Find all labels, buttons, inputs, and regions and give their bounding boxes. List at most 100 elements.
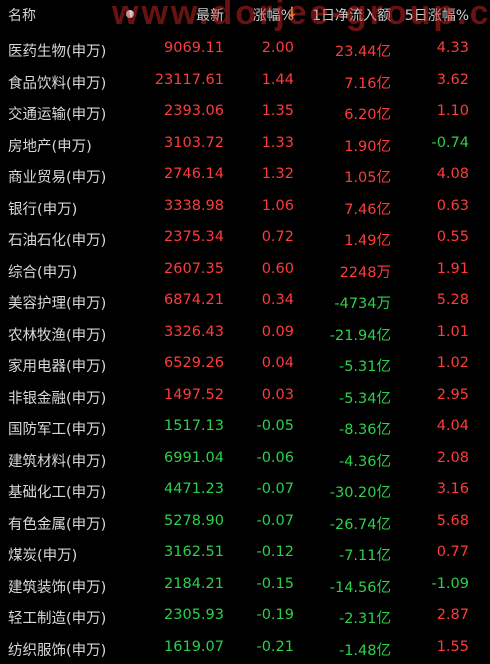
sector-name: 交通运输(申万) (8, 107, 107, 123)
change-percent: 2.00 (261, 40, 294, 56)
latest-price: 1619.07 (164, 638, 224, 655)
net-inflow-1d: 7.16亿 (344, 75, 391, 92)
sector-name: 建筑装饰(申万) (8, 579, 107, 596)
sector-row[interactable]: 轻工制造(申万) 2305.93 -0.19 -2.31亿 2.87 (0, 601, 490, 633)
change-percent: 0.09 (261, 323, 294, 340)
header-change-percent[interactable]: 涨幅% (252, 8, 294, 24)
sector-row[interactable]: 有色金属(申万) 5278.90 -0.07 -26.74亿 5.68 (0, 507, 490, 539)
latest-price: 3338.98 (164, 197, 224, 214)
sector-row[interactable]: 医药生物(申万) 9069.11 2.00 23.44亿 4.33 (0, 34, 490, 66)
sector-row[interactable]: 非银金融(申万) 1497.52 0.03 -5.34亿 2.95 (0, 381, 490, 413)
sector-row[interactable]: 基础化工(申万) 4471.23 -0.07 -30.20亿 3.16 (0, 475, 490, 507)
sector-name: 轻工制造(申万) (8, 611, 107, 627)
header-dot-icon (126, 10, 134, 18)
sector-name: 非银金融(申万) (8, 390, 107, 407)
latest-price: 23117.61 (154, 71, 224, 88)
net-inflow-1d: 1.90亿 (344, 138, 391, 155)
latest-price: 3103.72 (164, 134, 224, 151)
sector-row[interactable]: 食品饮料(申万) 23117.61 1.44 7.16亿 3.62 (0, 66, 490, 98)
net-inflow-1d: 1.49亿 (344, 233, 391, 249)
change-percent: -0.15 (256, 575, 294, 592)
change-5d: 2.87 (436, 607, 469, 623)
sector-row[interactable]: 煤炭(申万) 3162.51 -0.12 -7.11亿 0.77 (0, 538, 490, 570)
net-inflow-1d: -26.74亿 (329, 516, 391, 533)
header-change-5d[interactable]: 5日涨幅% (404, 8, 469, 24)
sector-name: 农林牧渔(申万) (8, 327, 107, 344)
change-percent: 1.33 (261, 134, 294, 151)
change-5d: 4.33 (436, 40, 469, 56)
header-name[interactable]: 名称 (8, 8, 36, 24)
sector-row[interactable]: 商业贸易(申万) 2746.14 1.32 1.05亿 4.08 (0, 160, 490, 192)
column-header: 名称 最新 涨幅% ↓ 1日净流入额 5日涨幅% (0, 0, 490, 30)
sector-row[interactable]: 房地产(申万) 3103.72 1.33 1.90亿 -0.74 (0, 129, 490, 161)
sector-name: 纺织服饰(申万) (8, 642, 107, 659)
sector-row[interactable]: 国防军工(申万) 1517.13 -0.05 -8.36亿 4.04 (0, 412, 490, 444)
change-percent: 1.35 (261, 103, 294, 119)
sector-name: 家用电器(申万) (8, 359, 107, 375)
change-5d: 5.28 (436, 292, 469, 308)
latest-price: 3326.43 (164, 323, 224, 340)
net-inflow-1d: -5.34亿 (338, 390, 391, 407)
change-5d: 1.10 (436, 103, 469, 119)
change-percent: 0.72 (261, 229, 294, 245)
net-inflow-1d: 6.20亿 (344, 107, 391, 123)
change-5d: 5.68 (436, 512, 469, 529)
sector-row[interactable]: 建筑装饰(申万) 2184.21 -0.15 -14.56亿 -1.09 (0, 570, 490, 602)
net-inflow-1d: 23.44亿 (334, 44, 391, 60)
change-percent: -0.06 (256, 449, 294, 466)
latest-price: 1517.13 (164, 418, 224, 434)
latest-price: 2607.35 (164, 260, 224, 277)
sort-descending-arrow-icon[interactable]: ↓ (286, 5, 298, 21)
net-inflow-1d: 2248万 (339, 264, 391, 281)
net-inflow-1d: -4.36亿 (338, 453, 391, 470)
sector-name: 医药生物(申万) (8, 44, 107, 60)
sector-row[interactable]: 石油石化(申万) 2375.34 0.72 1.49亿 0.55 (0, 223, 490, 255)
sector-row[interactable]: 交通运输(申万) 2393.06 1.35 6.20亿 1.10 (0, 97, 490, 129)
sector-name: 食品饮料(申万) (8, 75, 107, 92)
latest-price: 4471.23 (164, 481, 224, 497)
sector-row[interactable]: 家用电器(申万) 6529.26 0.04 -5.31亿 1.02 (0, 349, 490, 381)
sector-list: 医药生物(申万) 9069.11 2.00 23.44亿 4.33 食品饮料(申万) 231… (0, 34, 490, 664)
change-percent: 0.04 (261, 355, 294, 371)
sector-row[interactable]: 美容护理(申万) 6874.21 0.34 -4734万 5.28 (0, 286, 490, 318)
sector-row[interactable]: 农林牧渔(申万) 3326.43 0.09 -21.94亿 1.01 (0, 318, 490, 350)
net-inflow-1d: -8.36亿 (338, 422, 391, 438)
change-percent: -0.07 (256, 481, 294, 497)
change-5d: 3.62 (436, 71, 469, 88)
net-inflow-1d: -5.31亿 (338, 359, 391, 375)
sector-name: 建筑材料(申万) (8, 453, 107, 470)
net-inflow-1d: -1.48亿 (338, 642, 391, 659)
latest-price: 2184.21 (164, 575, 224, 592)
sector-name: 基础化工(申万) (8, 485, 107, 501)
change-5d: 0.63 (436, 197, 469, 214)
change-5d: -0.74 (431, 134, 469, 151)
header-net-inflow-1d[interactable]: 1日净流入额 (312, 8, 391, 24)
change-percent: 0.03 (261, 386, 294, 403)
net-inflow-1d: -21.94亿 (329, 327, 391, 344)
net-inflow-1d: -14.56亿 (329, 579, 391, 596)
net-inflow-1d: 7.46亿 (344, 201, 391, 218)
sector-row[interactable]: 纺织服饰(申万) 1619.07 -0.21 -1.48亿 1.55 (0, 633, 490, 664)
header-latest-price[interactable]: 最新 (196, 8, 224, 24)
latest-price: 2375.34 (164, 229, 224, 245)
change-5d: 1.01 (436, 323, 469, 340)
latest-price: 3162.51 (164, 544, 224, 560)
latest-price: 2746.14 (164, 166, 224, 182)
change-percent: -0.05 (256, 418, 294, 434)
sector-row[interactable]: 建筑材料(申万) 6991.04 -0.06 -4.36亿 2.08 (0, 444, 490, 476)
sector-name: 房地产(申万) (8, 138, 92, 155)
change-5d: 1.02 (436, 355, 469, 371)
latest-price: 1497.52 (164, 386, 224, 403)
net-inflow-1d: 1.05亿 (344, 170, 391, 186)
change-5d: 2.95 (436, 386, 469, 403)
latest-price: 9069.11 (164, 40, 224, 56)
sector-row[interactable]: 综合(申万) 2607.35 0.60 2248万 1.91 (0, 255, 490, 287)
change-percent: 1.06 (261, 197, 294, 214)
sector-row[interactable]: 银行(申万) 3338.98 1.06 7.46亿 0.63 (0, 192, 490, 224)
change-5d: -1.09 (431, 575, 469, 592)
sector-name: 国防军工(申万) (8, 422, 107, 438)
change-5d: 2.08 (436, 449, 469, 466)
net-inflow-1d: -4734万 (334, 296, 391, 312)
sector-name: 银行(申万) (8, 201, 78, 218)
change-percent: -0.21 (256, 638, 294, 655)
